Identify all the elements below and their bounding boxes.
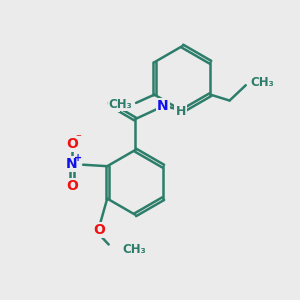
Text: CH₃: CH₃ (109, 98, 133, 111)
Text: CH₃: CH₃ (250, 76, 274, 89)
Text: O: O (66, 179, 78, 193)
Text: O: O (66, 136, 78, 151)
Text: ⁻: ⁻ (75, 133, 81, 142)
Text: CH₃: CH₃ (122, 243, 146, 256)
Text: O: O (93, 223, 105, 237)
Text: H: H (176, 105, 186, 118)
Text: N: N (157, 99, 169, 113)
Text: +: + (74, 153, 82, 163)
Text: N: N (66, 157, 78, 171)
Text: O: O (107, 98, 118, 111)
